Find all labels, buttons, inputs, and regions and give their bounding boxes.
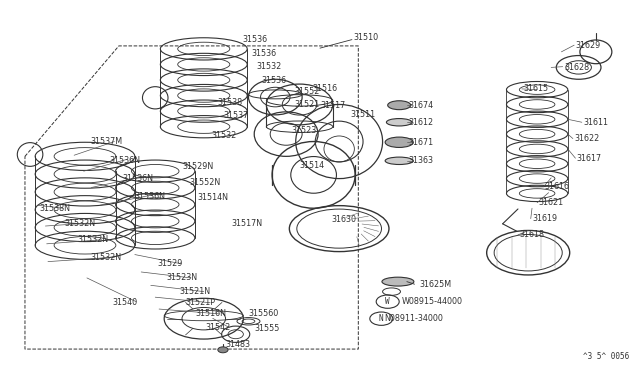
Text: 31538N: 31538N [39, 204, 70, 213]
Text: 31536N: 31536N [122, 174, 153, 183]
Text: 31619: 31619 [532, 214, 557, 223]
Text: 31510: 31510 [353, 33, 378, 42]
Text: 31517N: 31517N [232, 219, 263, 228]
Text: 31542: 31542 [205, 323, 230, 332]
Circle shape [370, 312, 393, 326]
Text: 31521P: 31521P [186, 298, 216, 307]
Text: 31630: 31630 [332, 215, 356, 224]
Text: 31532N: 31532N [90, 253, 121, 262]
Text: 31555: 31555 [255, 324, 280, 333]
Text: N: N [379, 314, 383, 323]
Text: 31532N: 31532N [65, 219, 96, 228]
Text: 31622: 31622 [574, 134, 600, 143]
Text: N08911-34000: N08911-34000 [384, 314, 443, 323]
Text: 31529: 31529 [157, 259, 182, 268]
Text: 31536N: 31536N [109, 155, 140, 164]
Text: 31552N: 31552N [189, 178, 220, 187]
Text: 31514: 31514 [300, 161, 324, 170]
Text: 31611: 31611 [583, 118, 608, 127]
Text: 31529N: 31529N [182, 162, 214, 171]
Text: 31612: 31612 [408, 118, 433, 127]
Text: 31511: 31511 [351, 110, 376, 119]
Text: 31517: 31517 [320, 101, 345, 110]
Ellipse shape [382, 277, 414, 286]
Text: 31521N: 31521N [179, 287, 211, 296]
Text: 31536N: 31536N [135, 192, 166, 201]
Text: 31523N: 31523N [167, 273, 198, 282]
Text: 31516N: 31516N [195, 310, 227, 318]
Text: 31538: 31538 [218, 98, 243, 107]
Text: 31523: 31523 [291, 126, 317, 135]
Text: W: W [385, 297, 390, 306]
Text: 31532N: 31532N [77, 235, 108, 244]
Text: 31483: 31483 [225, 340, 250, 349]
Text: 31552: 31552 [294, 87, 320, 96]
Text: 315560: 315560 [248, 310, 279, 318]
Text: 31521: 31521 [294, 100, 320, 109]
Text: 31514N: 31514N [197, 193, 228, 202]
Text: 31674: 31674 [408, 101, 433, 110]
Text: ^3 5^ 0056: ^3 5^ 0056 [584, 352, 630, 361]
Text: 31536: 31536 [251, 49, 276, 58]
Circle shape [376, 295, 399, 308]
Text: 31629: 31629 [575, 41, 601, 50]
Ellipse shape [388, 101, 411, 110]
Ellipse shape [385, 157, 413, 164]
Text: 31621: 31621 [538, 198, 564, 207]
Text: 31536: 31536 [261, 76, 286, 85]
Text: 31363: 31363 [408, 156, 433, 165]
Text: 31618: 31618 [519, 230, 544, 240]
Text: 31628: 31628 [564, 63, 589, 72]
Text: 31536: 31536 [242, 35, 268, 44]
Text: 31516: 31516 [312, 84, 337, 93]
Text: 31625M: 31625M [419, 280, 451, 289]
Text: 31540: 31540 [113, 298, 138, 307]
Text: 31537M: 31537M [90, 137, 122, 146]
Text: 31532: 31532 [256, 62, 282, 71]
Text: W08915-44000: W08915-44000 [402, 297, 463, 306]
Ellipse shape [385, 137, 413, 147]
Text: 31671: 31671 [408, 138, 433, 147]
Text: 31537: 31537 [223, 111, 248, 120]
Ellipse shape [218, 347, 228, 353]
Text: 31532: 31532 [211, 131, 237, 141]
Text: 31616: 31616 [545, 182, 570, 191]
Ellipse shape [387, 119, 412, 126]
Text: 31615: 31615 [523, 84, 548, 93]
Text: 31617: 31617 [577, 154, 602, 163]
